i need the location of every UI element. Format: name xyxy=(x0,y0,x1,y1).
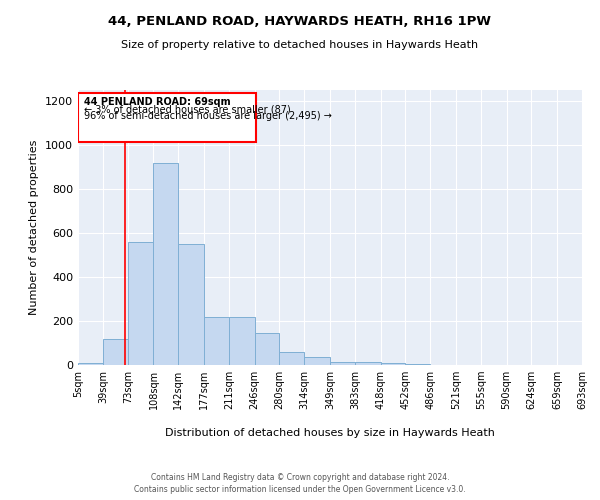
Bar xyxy=(178,244,204,365)
Bar xyxy=(280,352,304,365)
Text: Contains public sector information licensed under the Open Government Licence v3: Contains public sector information licen… xyxy=(134,485,466,494)
Bar xyxy=(154,162,178,365)
Text: 44, PENLAND ROAD, HAYWARDS HEATH, RH16 1PW: 44, PENLAND ROAD, HAYWARDS HEATH, RH16 1… xyxy=(109,15,491,28)
Bar xyxy=(128,242,154,365)
Text: ← 3% of detached houses are smaller (87): ← 3% of detached houses are smaller (87) xyxy=(84,104,290,115)
Text: 44 PENLAND ROAD: 69sqm: 44 PENLAND ROAD: 69sqm xyxy=(84,98,230,108)
FancyBboxPatch shape xyxy=(78,94,256,142)
Bar xyxy=(304,358,330,365)
Text: 96% of semi-detached houses are larger (2,495) →: 96% of semi-detached houses are larger (… xyxy=(84,112,332,122)
Bar xyxy=(330,362,355,365)
Bar xyxy=(204,316,229,365)
Text: Contains HM Land Registry data © Crown copyright and database right 2024.: Contains HM Land Registry data © Crown c… xyxy=(151,472,449,482)
Bar xyxy=(254,333,280,365)
Text: Size of property relative to detached houses in Haywards Heath: Size of property relative to detached ho… xyxy=(121,40,479,50)
Bar xyxy=(78,363,103,365)
Bar xyxy=(229,316,254,365)
Text: Distribution of detached houses by size in Haywards Heath: Distribution of detached houses by size … xyxy=(165,428,495,438)
Y-axis label: Number of detached properties: Number of detached properties xyxy=(29,140,40,315)
Bar xyxy=(103,338,128,365)
Bar xyxy=(380,363,406,365)
Bar xyxy=(406,364,430,365)
Bar xyxy=(355,362,380,365)
